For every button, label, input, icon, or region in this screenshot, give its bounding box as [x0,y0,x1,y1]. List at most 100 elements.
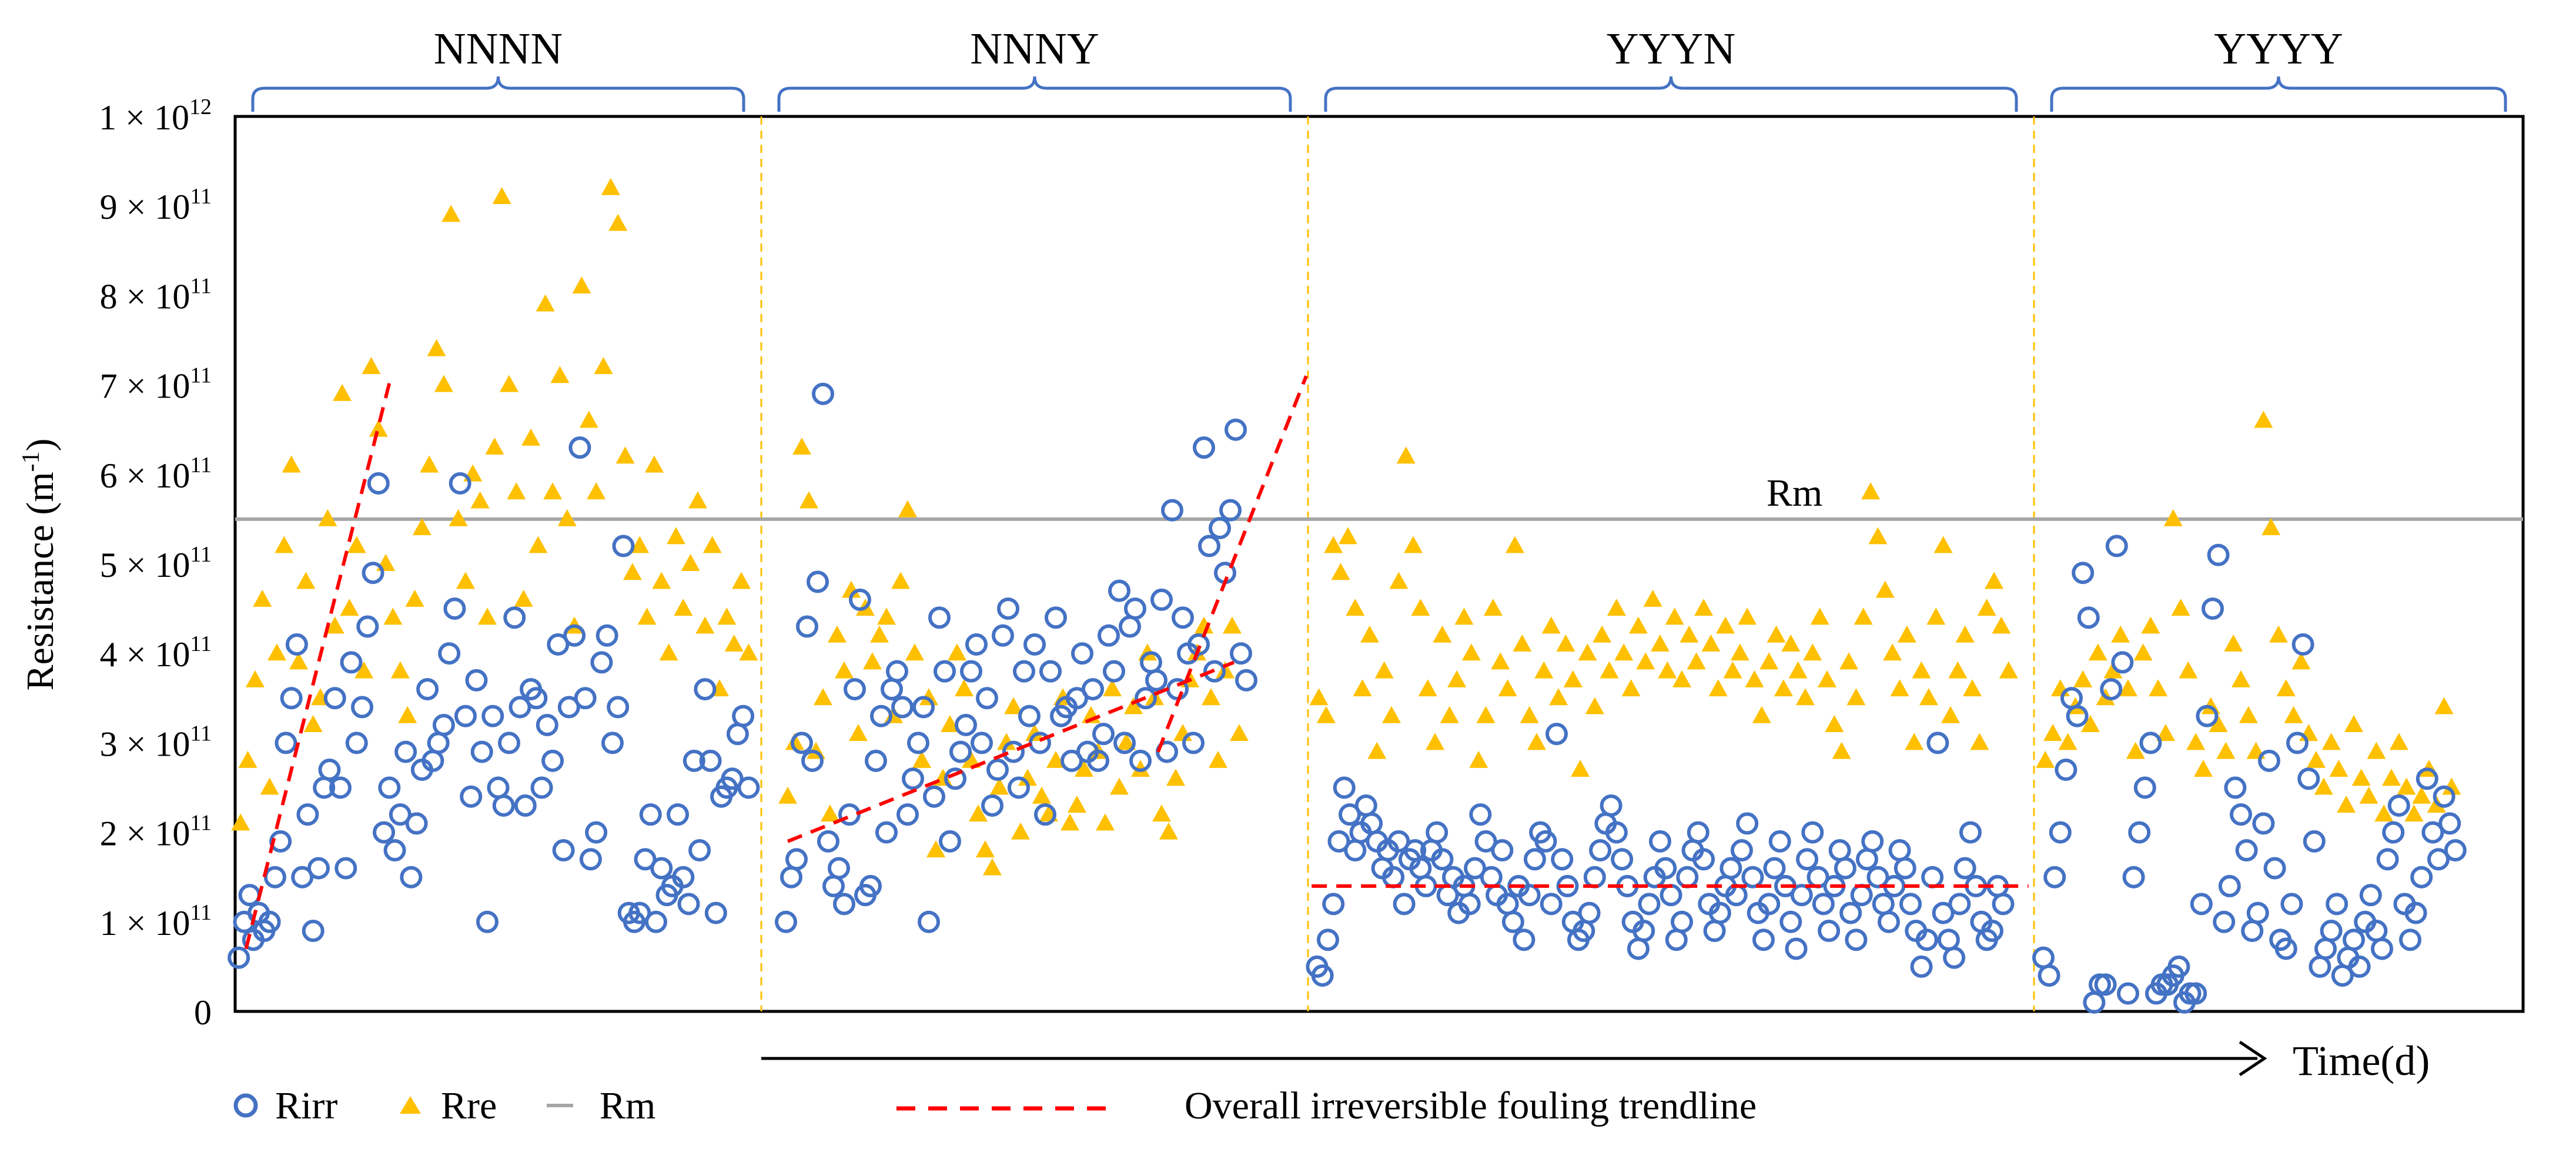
rre-point [441,205,461,222]
rre-point [260,777,279,795]
rirr-point [949,740,972,763]
rre-point [1694,599,1714,616]
rre-point [688,491,707,509]
rirr-point [1013,660,1035,683]
y-tick-label: 1 × 1011 [100,900,212,943]
rirr-point [844,678,866,701]
rirr-point [2032,946,2055,969]
rirr-point [704,901,727,924]
rirr-point [1932,901,1955,924]
rirr-point [1480,866,1503,889]
rre-point [891,572,910,589]
rirr-point [568,436,591,459]
rre-point [630,536,650,553]
rirr-point [1834,857,1856,880]
rirr-point [460,785,483,808]
rirr-point [400,866,423,889]
rirr-point [2213,910,2236,933]
period-labels: NNNN NNNY YYYN YYYY [251,24,2507,112]
rre-point [2442,777,2461,795]
rirr-point [275,732,297,754]
rirr-point [1393,893,1416,916]
y-tick-label: 9 × 1011 [100,184,212,226]
rre-point [739,643,758,661]
rre-point [1759,652,1779,670]
rirr-point [1638,893,1661,916]
rirr-point [737,776,760,799]
rre-point [1324,536,1343,553]
rirr-point [2128,821,2151,844]
rirr-point [1779,910,1802,933]
rirr-point [2297,767,2320,790]
rirr-point [1119,615,1141,638]
rirr-point [2320,920,2343,943]
rre-point [1230,724,1249,742]
rirr-point [1605,821,1628,844]
y-axis-title: Resistance (m-1) [18,438,62,690]
rre-point [1665,607,1684,625]
rirr-point [667,803,690,826]
rre-point [2276,679,2296,697]
rirr-point [1845,928,1868,951]
rirr-point [340,651,363,674]
rre-point [1195,616,1213,634]
rre-point [521,428,541,446]
rirr-point [383,839,406,862]
rre-point [2179,661,2198,679]
rre-point [2337,795,2356,813]
rre-point [1795,688,1815,706]
rre-point [303,714,323,732]
rirr-point [574,687,597,710]
rre-point [1948,661,1968,679]
rre-point [2224,634,2243,652]
rre-point [821,804,839,822]
rre-point [1068,795,1086,813]
rre-point [2314,777,2333,795]
rirr-point [1039,660,1062,683]
rre-point [1672,670,1692,687]
rirr-point [302,920,324,943]
rirr-point [1008,776,1030,799]
rirr-point [590,651,613,674]
rre-point [828,625,847,643]
rirr-point [258,910,281,933]
rre-point [1628,616,1648,634]
rre-point [1875,580,1895,598]
rirr-point [1768,830,1791,853]
rirr-point [465,669,488,692]
rirr-point [785,848,808,871]
rre-point [1505,536,1524,553]
rre-point [1563,670,1583,687]
rre-point [2036,750,2055,768]
rirr-point [650,857,673,880]
rirr-point [394,740,417,763]
rre-point [1440,706,1459,723]
rirr-point [525,687,548,710]
rre-point [608,213,628,231]
rirr-point [1578,901,1601,924]
rre-point [997,733,1016,750]
rirr-point [965,633,988,656]
rirr-point [2207,543,2230,566]
rre-point [2043,724,2062,742]
rre-point [666,527,685,545]
rirr-point [1980,920,2003,943]
y-tick-label: 4 × 1011 [100,632,212,674]
rre-point [1933,536,1953,553]
rirr-point [944,767,966,790]
rre-point [1810,607,1829,625]
rre-point [333,383,352,401]
rre-point [2344,714,2363,732]
rre-point [267,643,286,661]
rre-point [2404,804,2424,822]
rirr-point [547,633,570,656]
rirr-point [912,696,935,719]
rre-point [1818,670,1837,687]
rirr-point [960,660,982,683]
rre-point [1730,643,1749,661]
rirr-point [1850,884,1873,907]
rre-point [2299,724,2319,742]
rirr-point [329,776,352,799]
rirr-point [280,687,303,710]
rre-point [1977,599,1996,616]
